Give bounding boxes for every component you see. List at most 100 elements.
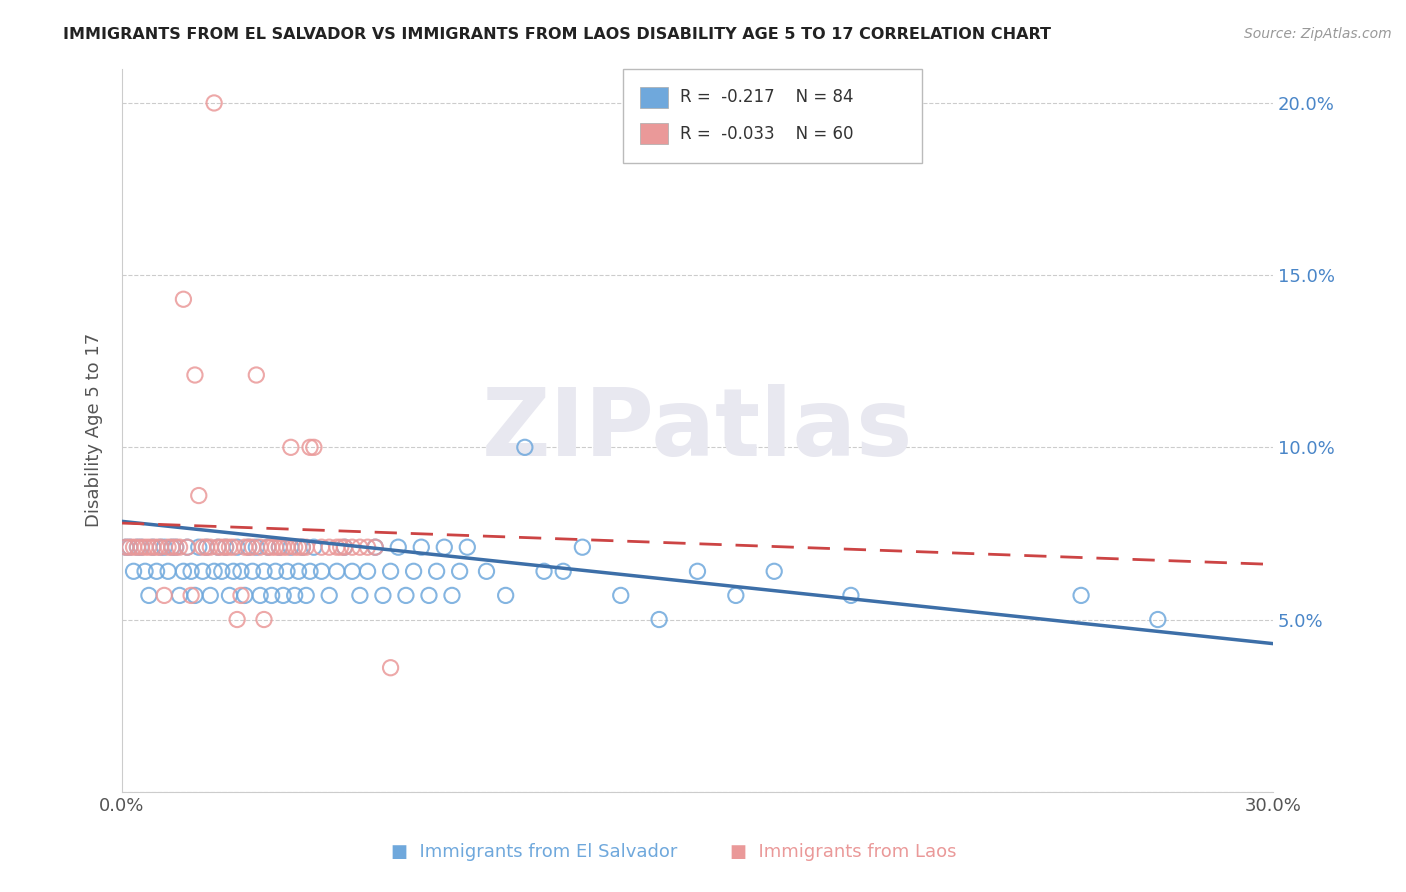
Point bbox=[127, 540, 149, 554]
Point bbox=[202, 564, 225, 578]
Point bbox=[402, 564, 425, 578]
Point bbox=[233, 588, 256, 602]
Point bbox=[157, 564, 180, 578]
Point bbox=[200, 540, 222, 554]
Point bbox=[169, 540, 191, 554]
Point bbox=[249, 540, 271, 554]
Point bbox=[115, 540, 138, 554]
Y-axis label: Disability Age 5 to 17: Disability Age 5 to 17 bbox=[86, 333, 103, 527]
Point bbox=[291, 540, 314, 554]
Point bbox=[395, 588, 418, 602]
Point bbox=[440, 588, 463, 602]
Point bbox=[165, 540, 187, 554]
Point bbox=[176, 540, 198, 554]
Point bbox=[291, 540, 314, 554]
Point bbox=[242, 564, 264, 578]
Point bbox=[191, 564, 214, 578]
Point bbox=[176, 540, 198, 554]
Point bbox=[553, 564, 575, 578]
Point bbox=[157, 540, 180, 554]
Text: ZIPatlas: ZIPatlas bbox=[482, 384, 912, 476]
Point bbox=[298, 440, 321, 454]
Text: R =  -0.217    N = 84: R = -0.217 N = 84 bbox=[679, 88, 853, 106]
Point bbox=[233, 540, 256, 554]
Point bbox=[318, 540, 340, 554]
Point bbox=[686, 564, 709, 578]
Point bbox=[238, 540, 260, 554]
Point bbox=[134, 564, 156, 578]
Point bbox=[280, 440, 302, 454]
Point bbox=[187, 540, 209, 554]
Point bbox=[356, 564, 378, 578]
Point bbox=[326, 564, 349, 578]
Text: Source: ZipAtlas.com: Source: ZipAtlas.com bbox=[1244, 27, 1392, 41]
Point bbox=[184, 588, 207, 602]
Point bbox=[202, 95, 225, 110]
Point bbox=[122, 564, 145, 578]
Point bbox=[172, 564, 194, 578]
Point bbox=[187, 489, 209, 503]
Point bbox=[763, 564, 786, 578]
Point bbox=[326, 540, 349, 554]
Point bbox=[115, 540, 138, 554]
Point bbox=[264, 540, 287, 554]
Point bbox=[298, 564, 321, 578]
Point bbox=[287, 540, 309, 554]
Point bbox=[342, 540, 364, 554]
Point bbox=[200, 588, 222, 602]
Point bbox=[284, 588, 307, 602]
Point bbox=[129, 540, 152, 554]
Point bbox=[245, 368, 267, 382]
Point bbox=[418, 588, 440, 602]
Point bbox=[333, 540, 356, 554]
Point bbox=[456, 540, 478, 554]
Text: R =  -0.033    N = 60: R = -0.033 N = 60 bbox=[679, 125, 853, 143]
Text: ■  Immigrants from El Salvador: ■ Immigrants from El Salvador bbox=[391, 843, 678, 861]
Text: IMMIGRANTS FROM EL SALVADOR VS IMMIGRANTS FROM LAOS DISABILITY AGE 5 TO 17 CORRE: IMMIGRANTS FROM EL SALVADOR VS IMMIGRANT… bbox=[63, 27, 1052, 42]
Point bbox=[149, 540, 172, 554]
Point bbox=[475, 564, 498, 578]
Point bbox=[449, 564, 471, 578]
Point bbox=[127, 540, 149, 554]
Point bbox=[214, 540, 236, 554]
Point bbox=[433, 540, 456, 554]
Point bbox=[839, 588, 862, 602]
Point bbox=[180, 564, 202, 578]
Point bbox=[249, 588, 271, 602]
Point bbox=[342, 564, 364, 578]
Point bbox=[195, 540, 218, 554]
Point bbox=[207, 540, 229, 554]
Point bbox=[256, 540, 278, 554]
Point bbox=[260, 588, 283, 602]
Point bbox=[160, 540, 183, 554]
Point bbox=[333, 540, 356, 554]
Point bbox=[118, 540, 141, 554]
Point bbox=[411, 540, 433, 554]
Point bbox=[371, 588, 394, 602]
Point bbox=[160, 540, 183, 554]
Point bbox=[356, 540, 378, 554]
Point bbox=[142, 540, 165, 554]
Point bbox=[226, 613, 249, 627]
Point bbox=[238, 540, 260, 554]
Point bbox=[264, 564, 287, 578]
Point bbox=[218, 588, 240, 602]
Point bbox=[118, 540, 141, 554]
Point bbox=[122, 540, 145, 554]
Point bbox=[1070, 588, 1092, 602]
Point bbox=[134, 540, 156, 554]
Point bbox=[145, 540, 167, 554]
Point bbox=[172, 292, 194, 306]
Point bbox=[142, 540, 165, 554]
Point bbox=[207, 540, 229, 554]
Point bbox=[513, 440, 536, 454]
Text: ■  Immigrants from Laos: ■ Immigrants from Laos bbox=[730, 843, 957, 861]
Point bbox=[284, 540, 307, 554]
Point bbox=[724, 588, 747, 602]
Point bbox=[364, 540, 387, 554]
Point bbox=[169, 588, 191, 602]
FancyBboxPatch shape bbox=[623, 69, 922, 162]
FancyBboxPatch shape bbox=[640, 87, 668, 108]
Point bbox=[276, 540, 298, 554]
Point bbox=[329, 540, 352, 554]
